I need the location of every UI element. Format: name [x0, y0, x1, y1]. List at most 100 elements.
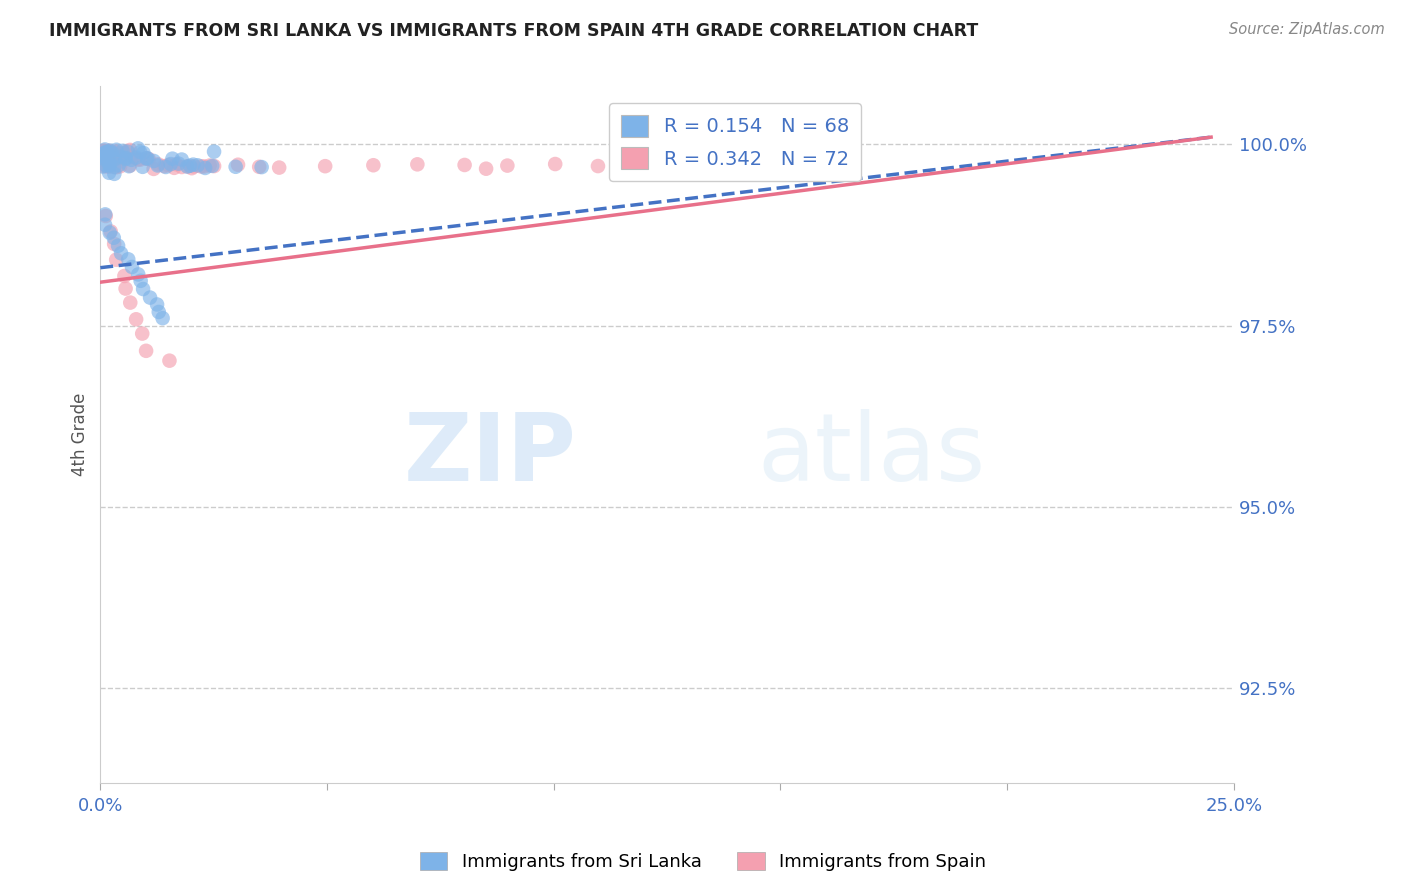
- Point: [125, 312, 148, 326]
- Point: [201, 159, 224, 173]
- Point: [97, 144, 120, 158]
- Point: [96, 160, 118, 174]
- Point: [93, 144, 115, 158]
- Point: [135, 343, 157, 358]
- Point: [146, 158, 169, 172]
- Point: [676, 146, 699, 161]
- Point: [131, 160, 153, 174]
- Point: [93, 153, 115, 167]
- Point: [176, 160, 198, 174]
- Point: [155, 160, 177, 174]
- Point: [772, 159, 794, 173]
- Point: [103, 146, 125, 161]
- Point: [120, 159, 142, 173]
- Point: [811, 160, 834, 174]
- Point: [406, 157, 429, 171]
- Point: [159, 353, 181, 368]
- Point: [181, 158, 204, 172]
- Point: [107, 158, 129, 172]
- Point: [132, 145, 155, 160]
- Point: [96, 145, 118, 159]
- Point: [162, 152, 184, 166]
- Point: [198, 159, 221, 173]
- Point: [97, 145, 120, 159]
- Point: [98, 158, 121, 172]
- Point: [180, 161, 202, 176]
- Point: [193, 160, 215, 174]
- Point: [91, 153, 114, 167]
- Point: [142, 153, 165, 168]
- Point: [98, 145, 121, 159]
- Point: [475, 161, 498, 176]
- Point: [157, 158, 180, 172]
- Point: [226, 158, 249, 172]
- Point: [94, 143, 117, 157]
- Point: [138, 152, 160, 166]
- Point: [142, 161, 165, 176]
- Point: [127, 268, 149, 282]
- Point: [250, 160, 273, 174]
- Point: [105, 252, 128, 267]
- Point: [94, 145, 117, 159]
- Point: [94, 150, 117, 164]
- Point: [96, 159, 118, 173]
- Point: [225, 160, 247, 174]
- Point: [94, 145, 117, 160]
- Point: [94, 209, 117, 223]
- Point: [117, 145, 139, 159]
- Point: [94, 218, 117, 232]
- Point: [112, 145, 135, 160]
- Point: [94, 150, 117, 164]
- Point: [125, 151, 148, 165]
- Point: [98, 226, 121, 240]
- Point: [91, 145, 114, 159]
- Text: IMMIGRANTS FROM SRI LANKA VS IMMIGRANTS FROM SPAIN 4TH GRADE CORRELATION CHART: IMMIGRANTS FROM SRI LANKA VS IMMIGRANTS …: [49, 22, 979, 40]
- Point: [107, 238, 129, 252]
- Point: [93, 159, 115, 173]
- Point: [93, 152, 115, 166]
- Point: [103, 231, 125, 245]
- Point: [129, 153, 152, 167]
- Point: [153, 159, 176, 173]
- Point: [104, 145, 127, 159]
- Point: [98, 158, 121, 172]
- Point: [269, 161, 291, 175]
- Point: [103, 236, 125, 251]
- Point: [135, 152, 157, 166]
- Point: [496, 159, 519, 173]
- Point: [129, 274, 152, 288]
- Point: [630, 160, 652, 174]
- Point: [114, 282, 136, 296]
- Point: [94, 145, 117, 160]
- Point: [152, 311, 174, 326]
- Point: [167, 156, 190, 170]
- Point: [790, 147, 813, 161]
- Point: [187, 158, 209, 172]
- Legend: R = 0.154   N = 68, R = 0.342   N = 72: R = 0.154 N = 68, R = 0.342 N = 72: [609, 103, 860, 181]
- Point: [94, 207, 117, 221]
- Point: [146, 297, 169, 311]
- Point: [177, 159, 200, 173]
- Point: [148, 305, 170, 319]
- Point: [103, 160, 125, 174]
- Y-axis label: 4th Grade: 4th Grade: [72, 392, 89, 476]
- Point: [120, 295, 142, 310]
- Point: [202, 145, 225, 159]
- Point: [121, 150, 143, 164]
- Point: [132, 282, 155, 296]
- Point: [108, 151, 131, 165]
- Point: [202, 159, 225, 173]
- Point: [93, 146, 115, 161]
- Point: [117, 145, 139, 159]
- Point: [118, 143, 141, 157]
- Point: [118, 159, 141, 173]
- Point: [121, 260, 143, 274]
- Point: [98, 154, 121, 169]
- Point: [96, 149, 118, 163]
- Point: [121, 153, 143, 167]
- Point: [91, 160, 114, 174]
- Text: ZIP: ZIP: [404, 409, 576, 501]
- Point: [179, 159, 201, 173]
- Point: [131, 326, 153, 341]
- Point: [453, 158, 475, 172]
